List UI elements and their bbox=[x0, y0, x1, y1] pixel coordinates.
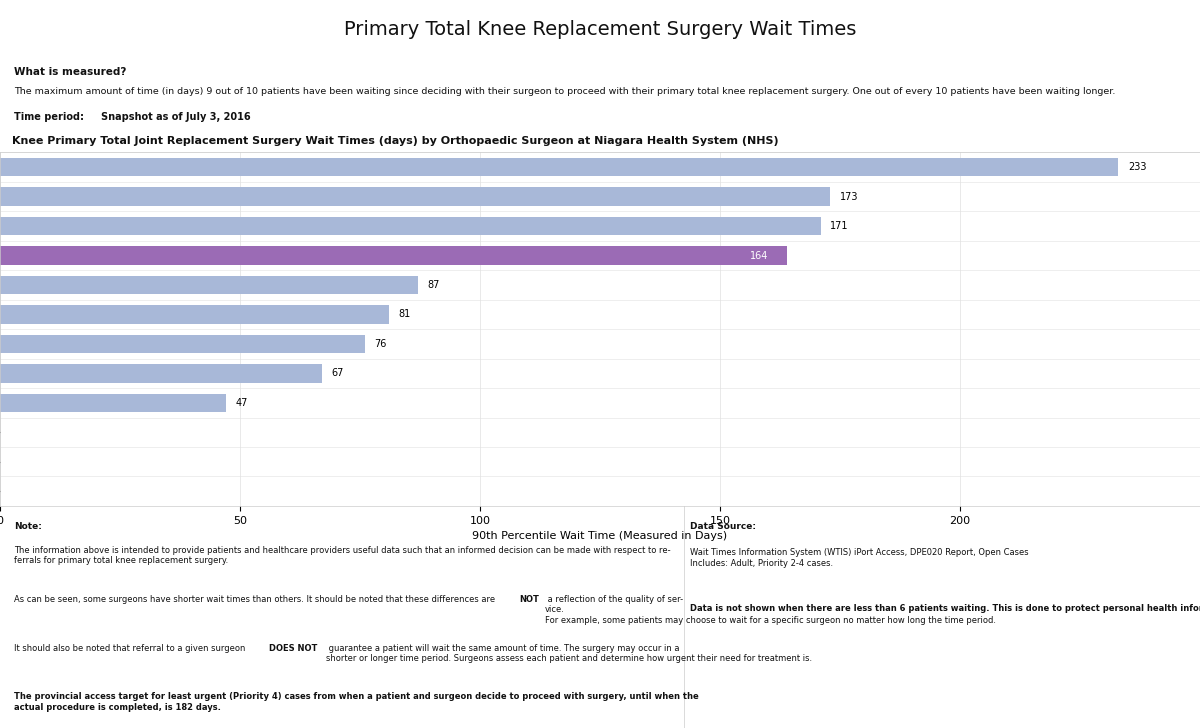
Text: Data Source:: Data Source: bbox=[690, 521, 756, 531]
Bar bbox=[0, 335, 365, 353]
Bar bbox=[0, 188, 830, 206]
Text: DOES NOT: DOES NOT bbox=[269, 644, 317, 652]
Text: The information above is intended to provide patients and healthcare providers u: The information above is intended to pro… bbox=[14, 546, 671, 566]
Bar bbox=[0, 394, 226, 412]
Bar bbox=[0, 364, 322, 382]
Bar bbox=[0, 276, 418, 294]
Text: 87: 87 bbox=[427, 280, 439, 290]
Text: Knee Primary Total Joint Replacement Surgery Wait Times (days) by Orthopaedic Su: Knee Primary Total Joint Replacement Sur… bbox=[12, 136, 779, 146]
Text: a reflection of the quality of ser-
vice.
For example, some patients may choose : a reflection of the quality of ser- vice… bbox=[545, 595, 996, 625]
Text: NOT: NOT bbox=[518, 595, 539, 604]
Text: 81: 81 bbox=[398, 309, 410, 320]
Text: The provincial access target for least urgent (Priority 4) cases from when a pat: The provincial access target for least u… bbox=[14, 692, 700, 712]
Text: Wait Times Information System (WTIS) iPort Access, DPE020 Report, Open Cases
Inc: Wait Times Information System (WTIS) iPo… bbox=[690, 548, 1028, 568]
Text: Data is not shown when there are less than 6 patients waiting. This is done to p: Data is not shown when there are less th… bbox=[690, 604, 1200, 613]
Bar bbox=[0, 217, 821, 235]
Text: 76: 76 bbox=[374, 339, 386, 349]
Text: 67: 67 bbox=[331, 368, 343, 379]
Text: guarantee a patient will wait the same amount of time. The surgery may occur in : guarantee a patient will wait the same a… bbox=[326, 644, 812, 663]
Bar bbox=[0, 158, 1118, 176]
Text: It should also be noted that referral to a given surgeon: It should also be noted that referral to… bbox=[14, 644, 248, 652]
Text: 47: 47 bbox=[235, 397, 247, 408]
Text: What is measured?: What is measured? bbox=[14, 68, 127, 77]
X-axis label: 90th Percentile Wait Time (Measured in Days): 90th Percentile Wait Time (Measured in D… bbox=[473, 531, 727, 541]
Text: Time period:: Time period: bbox=[14, 112, 84, 122]
Text: 164: 164 bbox=[750, 250, 768, 261]
Text: 171: 171 bbox=[830, 221, 848, 231]
Text: 173: 173 bbox=[840, 191, 858, 202]
Text: Snapshot as of July 3, 2016: Snapshot as of July 3, 2016 bbox=[101, 112, 251, 122]
Text: Note:: Note: bbox=[14, 521, 42, 531]
Text: 233: 233 bbox=[1128, 162, 1146, 172]
Text: Primary Total Knee Replacement Surgery Wait Times: Primary Total Knee Replacement Surgery W… bbox=[344, 20, 856, 39]
Text: As can be seen, some surgeons have shorter wait times than others. It should be : As can be seen, some surgeons have short… bbox=[14, 595, 498, 604]
Text: The maximum amount of time (in days) 9 out of 10 patients have been waiting sinc: The maximum amount of time (in days) 9 o… bbox=[14, 87, 1116, 95]
Bar bbox=[0, 305, 389, 323]
Bar bbox=[0, 246, 787, 265]
